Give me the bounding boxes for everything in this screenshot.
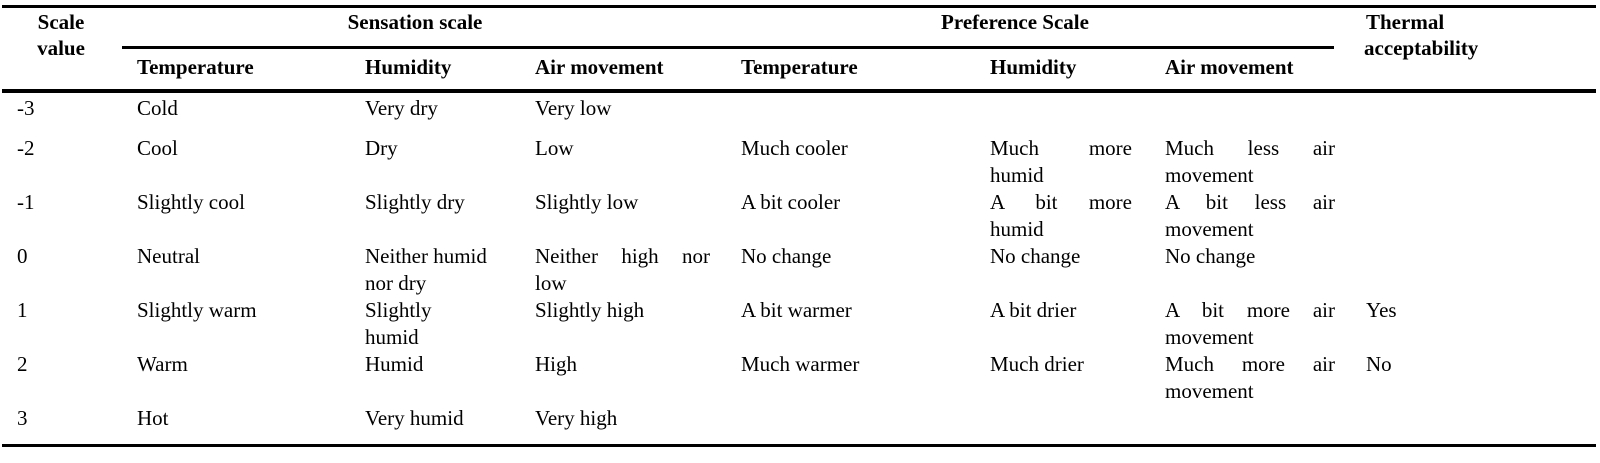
cell-scale-value: 0	[17, 244, 28, 268]
cell-preference-humidity: A bit more humid	[990, 189, 1132, 243]
cell-sensation-humidity: Dry	[365, 135, 505, 162]
cell-sensation-air-movement: Very high	[535, 405, 710, 432]
cell-sensation-humidity-line1: Dry	[365, 136, 398, 160]
cell-preference-humidity: A bit drier	[990, 297, 1132, 324]
header-scale-value: Scale value	[20, 9, 102, 61]
header-scale-value-line1: Scale	[37, 10, 85, 34]
cell-preference-air-movement-line1: Much more air	[1165, 352, 1335, 376]
header-thermal-acceptability: Thermal acceptability	[1364, 9, 1479, 61]
cell-preference-air-movement-line2: movement	[1165, 325, 1254, 349]
cell-sensation-humidity-line1: Slightly	[365, 298, 432, 322]
cell-sensation-humidity: Humid	[365, 351, 505, 378]
cell-preference-temperature: No change	[741, 244, 832, 268]
cell-sensation-air-movement-line1: Low	[535, 136, 574, 160]
cell-preference-temperature: A bit warmer	[741, 298, 852, 322]
cell-scale-value: 3	[17, 406, 28, 430]
cell-sensation-air-movement: High	[535, 351, 710, 378]
cell-sensation-humidity: Neither humid nor dry	[365, 243, 505, 297]
cell-preference-air-movement: A bit more air movement	[1165, 297, 1335, 351]
header-preference-temperature: Temperature	[741, 55, 858, 79]
header-sensation-temperature: Temperature	[137, 55, 254, 79]
cell-preference-humidity-line1: Much drier	[990, 352, 1084, 376]
cell-preference-humidity-line1: Much more	[990, 136, 1132, 160]
cell-sensation-humidity-line1: Very humid	[365, 406, 464, 430]
cell-scale-value: -2	[17, 136, 35, 160]
cell-thermal-acceptability: No	[1366, 352, 1392, 376]
header-bottom-rule	[2, 89, 1596, 93]
cell-preference-air-movement: Much more air movement	[1165, 351, 1335, 405]
cell-sensation-temperature: Warm	[137, 352, 188, 376]
cell-preference-air-movement: No change	[1165, 243, 1335, 270]
cell-sensation-air-movement-line1: Very high	[535, 406, 618, 430]
group-header-rule	[122, 46, 1334, 49]
cell-sensation-air-movement-line1: Slightly high	[535, 298, 645, 322]
cell-sensation-humidity-line1: Neither humid	[365, 244, 487, 268]
table-top-rule	[2, 5, 1596, 8]
cell-preference-humidity-line2: humid	[990, 163, 1044, 187]
cell-preference-air-movement: A bit less air movement	[1165, 189, 1335, 243]
cell-sensation-air-movement: Very low	[535, 95, 710, 122]
cell-preference-humidity-line1: No change	[990, 244, 1081, 268]
cell-preference-humidity: Much more humid	[990, 135, 1132, 189]
cell-preference-humidity-line2: humid	[990, 217, 1044, 241]
header-sensation-air-movement: Air movement	[535, 55, 664, 79]
cell-preference-temperature: Much warmer	[741, 352, 860, 376]
cell-sensation-temperature: Slightly cool	[137, 190, 245, 214]
header-scale-value-line2: value	[37, 36, 85, 60]
cell-sensation-temperature: Cold	[137, 96, 178, 120]
cell-thermal-acceptability: Yes	[1366, 298, 1397, 322]
cell-sensation-air-movement-line2: low	[535, 271, 567, 295]
cell-sensation-humidity-line1: Humid	[365, 352, 424, 376]
header-thermal-acceptability-line2: acceptability	[1364, 36, 1479, 60]
cell-preference-air-movement: Much less air movement	[1165, 135, 1335, 189]
cell-sensation-air-movement-line1: Neither high nor	[535, 244, 710, 268]
header-sensation-scale: Sensation scale	[347, 10, 483, 34]
cell-preference-air-movement-line1: A bit more air	[1165, 298, 1335, 322]
cell-preference-air-movement-line1: A bit less air	[1165, 190, 1335, 214]
cell-preference-temperature: Much cooler	[741, 136, 848, 160]
cell-preference-air-movement-line2: movement	[1165, 379, 1254, 403]
cell-sensation-humidity: Very dry	[365, 95, 505, 122]
header-sensation-humidity: Humidity	[365, 55, 452, 79]
cell-sensation-temperature: Hot	[137, 406, 169, 430]
header-preference-humidity: Humidity	[990, 55, 1077, 79]
cell-sensation-humidity-line2: nor dry	[365, 271, 427, 295]
cell-sensation-temperature: Cool	[137, 136, 178, 160]
cell-sensation-air-movement: Slightly low	[535, 189, 710, 216]
header-thermal-acceptability-line1: Thermal	[1366, 10, 1445, 34]
cell-sensation-air-movement-line1: High	[535, 352, 577, 376]
cell-scale-value: 1	[17, 298, 28, 322]
cell-scale-value: -1	[17, 190, 35, 214]
header-preference-air-movement: Air movement	[1165, 55, 1294, 79]
cell-sensation-temperature: Neutral	[137, 244, 200, 268]
cell-preference-air-movement-line1: No change	[1165, 244, 1256, 268]
cell-sensation-humidity: Slightly dry	[365, 189, 505, 216]
cell-sensation-air-movement: Slightly high	[535, 297, 710, 324]
cell-sensation-humidity: Very humid	[365, 405, 505, 432]
cell-sensation-humidity-line2: humid	[365, 325, 419, 349]
header-preference-scale: Preference Scale	[941, 10, 1089, 34]
cell-sensation-air-movement-line1: Slightly low	[535, 190, 639, 214]
cell-preference-air-movement-line1: Much less air	[1165, 136, 1335, 160]
cell-preference-humidity-line1: A bit more	[990, 190, 1132, 214]
cell-preference-temperature: A bit cooler	[741, 190, 841, 214]
cell-preference-humidity-line1: A bit drier	[990, 298, 1077, 322]
cell-sensation-humidity-line1: Very dry	[365, 96, 438, 120]
cell-preference-air-movement-line2: movement	[1165, 217, 1254, 241]
cell-preference-humidity: Much drier	[990, 351, 1132, 378]
cell-scale-value: -3	[17, 96, 35, 120]
table-bottom-rule	[2, 444, 1596, 447]
cell-sensation-air-movement-line1: Very low	[535, 96, 612, 120]
cell-sensation-humidity: Slightly humid	[365, 297, 505, 351]
cell-scale-value: 2	[17, 352, 28, 376]
cell-sensation-air-movement: Low	[535, 135, 710, 162]
cell-sensation-air-movement: Neither high nor low	[535, 243, 710, 297]
cell-sensation-temperature: Slightly warm	[137, 298, 257, 322]
cell-sensation-humidity-line1: Slightly dry	[365, 190, 465, 214]
cell-preference-air-movement-line2: movement	[1165, 163, 1254, 187]
cell-preference-humidity: No change	[990, 243, 1132, 270]
